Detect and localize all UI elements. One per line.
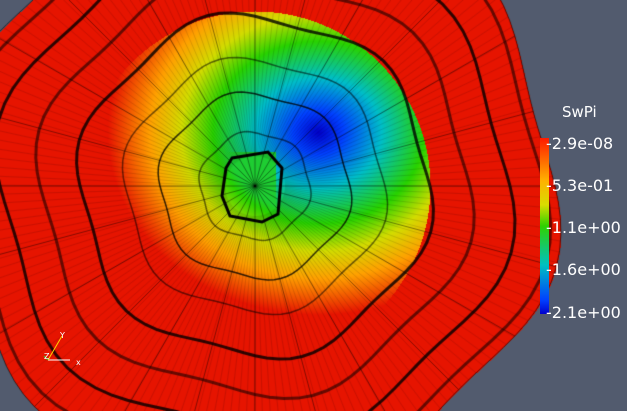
axis-x-label: x — [76, 358, 81, 367]
axis-z-label: Z — [44, 352, 50, 361]
axes-glyph-icon — [43, 335, 70, 361]
axis-y-label: Y — [60, 331, 65, 340]
orientation-axes: Y Z x — [40, 331, 81, 372]
